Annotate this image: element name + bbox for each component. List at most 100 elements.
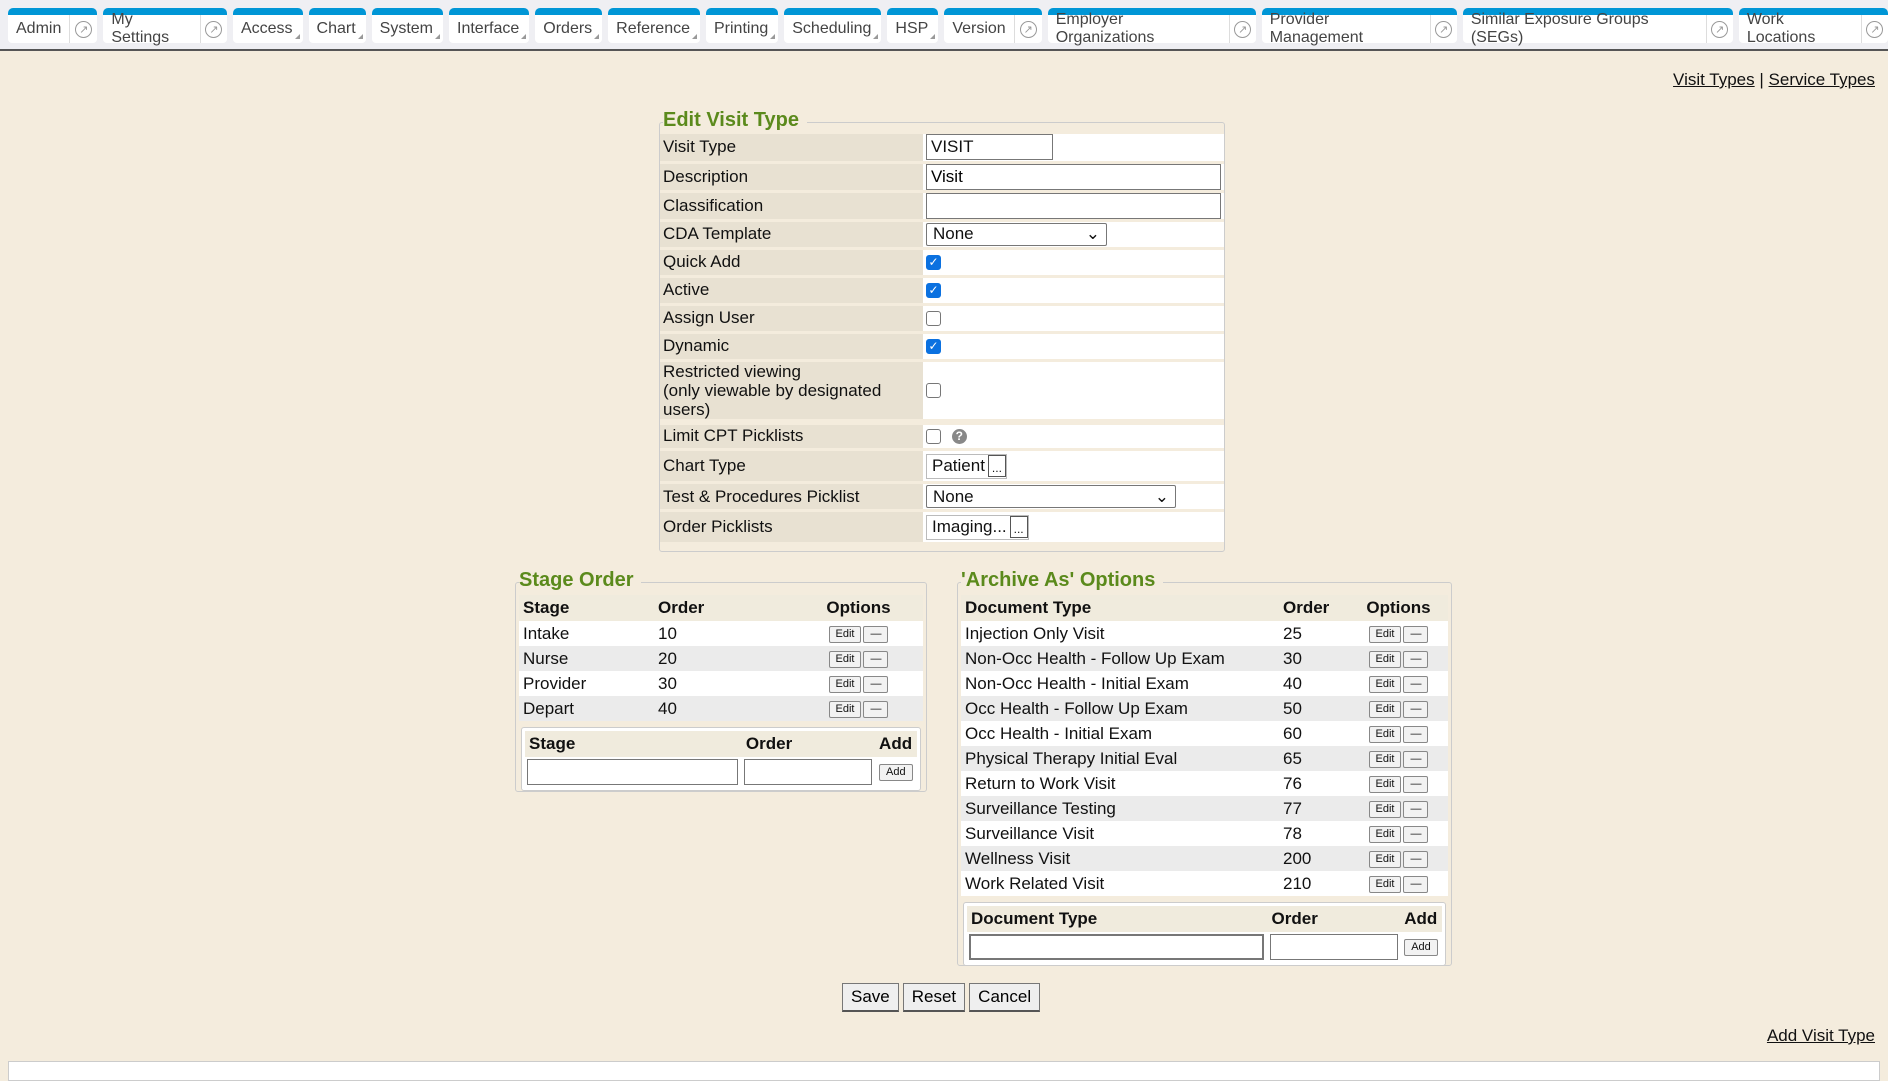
table-row: Surveillance Testing 77 Edit —: [961, 796, 1448, 821]
new-document-order-input[interactable]: [1269, 934, 1398, 960]
order-cell: 60: [1279, 721, 1349, 746]
help-icon[interactable]: ?: [951, 429, 967, 445]
archive-as-title: 'Archive As' Options: [961, 569, 1164, 592]
remove-button[interactable]: —: [1403, 775, 1429, 793]
new-stage-order-input[interactable]: [743, 759, 872, 785]
tab-scheduling[interactable]: Scheduling: [784, 8, 882, 43]
tab-employer-organizations[interactable]: Employer Organizations ↗: [1047, 8, 1256, 46]
tab-label: Scheduling: [792, 20, 872, 37]
tab-work-locations[interactable]: Work Locations ↗: [1738, 8, 1888, 46]
remove-button[interactable]: —: [863, 650, 889, 668]
tab-printing[interactable]: Printing: [706, 8, 779, 43]
popout-icon[interactable]: ↗: [69, 15, 97, 43]
popout-icon[interactable]: ↗: [199, 15, 227, 43]
tp-picklist-select[interactable]: None ⌄: [926, 485, 1176, 508]
tab-my-settings[interactable]: My Settings ↗: [103, 8, 227, 46]
service-types-link[interactable]: Service Types: [1768, 70, 1875, 89]
classification-input[interactable]: [926, 192, 1221, 219]
stage-cell: Intake: [519, 621, 654, 646]
description-input[interactable]: [926, 163, 1221, 190]
order-picklists-browse-button[interactable]: ...: [1009, 516, 1028, 538]
remove-button[interactable]: —: [1403, 625, 1429, 643]
cda-template-select[interactable]: None ⌄: [926, 222, 1107, 246]
edit-button[interactable]: Edit: [1368, 875, 1402, 893]
dynamic-checkbox[interactable]: ✓: [926, 339, 941, 355]
edit-button[interactable]: Edit: [1368, 700, 1402, 718]
remove-button[interactable]: —: [1403, 725, 1429, 743]
edit-button[interactable]: Edit: [828, 650, 862, 668]
doc-cell: Injection Only Visit: [961, 621, 1279, 646]
popout-icon[interactable]: ↗: [1860, 15, 1888, 43]
edit-button[interactable]: Edit: [828, 700, 862, 718]
remove-button[interactable]: —: [1403, 750, 1429, 768]
popout-icon[interactable]: ↗: [1228, 15, 1256, 43]
remove-button[interactable]: —: [1403, 875, 1429, 893]
remove-button[interactable]: —: [1403, 675, 1429, 693]
remove-button[interactable]: —: [863, 625, 889, 643]
cancel-button[interactable]: Cancel: [969, 983, 1041, 1012]
visit-types-link[interactable]: Visit Types: [1673, 70, 1755, 89]
edit-button[interactable]: Edit: [1368, 650, 1402, 668]
edit-button[interactable]: Edit: [1368, 800, 1402, 818]
add-visit-type-link[interactable]: Add Visit Type: [1766, 1026, 1875, 1045]
tab-admin[interactable]: Admin ↗: [8, 8, 98, 43]
col-options: Options: [794, 595, 923, 621]
active-label: Active: [660, 276, 923, 304]
popout-icon[interactable]: ↗: [1013, 15, 1042, 43]
tab-similar-exposure-groups-segs[interactable]: Similar Exposure Groups (SEGs) ↗: [1462, 8, 1733, 46]
table-row: Wellness Visit 200 Edit —: [961, 846, 1448, 871]
chart-type-browse-button[interactable]: ...: [987, 455, 1006, 477]
tab-label: Reference: [616, 20, 690, 37]
edit-button[interactable]: Edit: [1368, 725, 1402, 743]
tab-version[interactable]: Version ↗: [944, 8, 1042, 43]
doc-cell: Surveillance Visit: [961, 821, 1279, 846]
tab-system[interactable]: System: [371, 8, 443, 43]
add-document-button[interactable]: Add: [1404, 939, 1438, 957]
tab-interface[interactable]: Interface: [449, 8, 530, 43]
edit-button[interactable]: Edit: [1368, 850, 1402, 868]
remove-button[interactable]: —: [1403, 850, 1429, 868]
popout-icon[interactable]: ↗: [1705, 15, 1733, 43]
tab-reference[interactable]: Reference: [608, 8, 700, 43]
edit-button[interactable]: Edit: [1368, 775, 1402, 793]
limit-cpt-label: Limit CPT Picklists: [660, 421, 923, 450]
tab-provider-management[interactable]: Provider Management ↗: [1261, 8, 1457, 46]
edit-button[interactable]: Edit: [1368, 625, 1402, 643]
tab-orders[interactable]: Orders: [535, 8, 603, 43]
edit-button[interactable]: Edit: [1368, 750, 1402, 768]
edit-button[interactable]: Edit: [828, 625, 862, 643]
limit-cpt-checkbox[interactable]: [926, 429, 941, 445]
tab-hsp[interactable]: HSP: [887, 8, 939, 43]
new-stage-input[interactable]: [527, 759, 738, 785]
table-row: Intake 10 Edit —: [519, 621, 923, 646]
remove-button[interactable]: —: [863, 700, 889, 718]
remove-button[interactable]: —: [1403, 800, 1429, 818]
add-stage-button[interactable]: Add: [879, 764, 913, 782]
tab-label: Provider Management: [1269, 11, 1364, 46]
edit-button[interactable]: Edit: [1368, 675, 1402, 693]
visit-type-input[interactable]: [926, 134, 1053, 161]
tab-access[interactable]: Access: [232, 8, 303, 43]
restricted-checkbox[interactable]: [926, 383, 941, 399]
dynamic-label: Dynamic: [660, 332, 923, 360]
active-checkbox[interactable]: ✓: [926, 283, 941, 299]
assign-user-checkbox[interactable]: [926, 311, 941, 327]
doc-cell: Physical Therapy Initial Eval: [961, 746, 1279, 771]
remove-button[interactable]: —: [1403, 825, 1429, 843]
edit-button[interactable]: Edit: [828, 675, 862, 693]
save-button[interactable]: Save: [842, 983, 899, 1012]
add-stage-header: Stage: [525, 731, 742, 757]
order-cell: 10: [654, 621, 794, 646]
edit-button[interactable]: Edit: [1368, 825, 1402, 843]
remove-button[interactable]: —: [1403, 700, 1429, 718]
restricted-sublabel: (only viewable by designated users): [663, 380, 882, 419]
order-picklists-label: Order Picklists: [660, 510, 923, 544]
remove-button[interactable]: —: [863, 675, 889, 693]
popout-icon[interactable]: ↗: [1429, 15, 1457, 43]
tab-label: Chart: [316, 20, 356, 37]
quick-add-checkbox[interactable]: ✓: [926, 255, 941, 271]
reset-button[interactable]: Reset: [902, 983, 966, 1012]
tab-chart[interactable]: Chart: [308, 8, 366, 43]
new-document-type-input[interactable]: [969, 934, 1264, 960]
remove-button[interactable]: —: [1403, 650, 1429, 668]
